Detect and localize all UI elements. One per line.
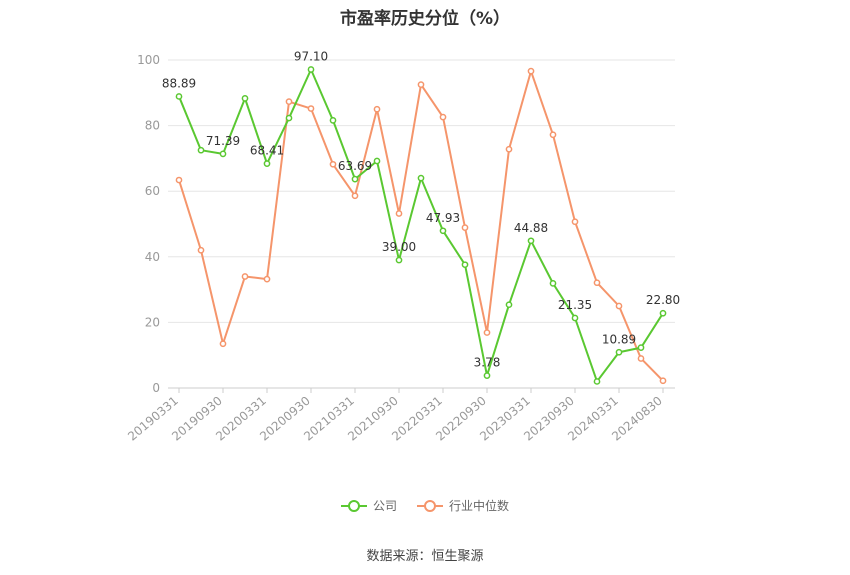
company-data-point <box>549 280 557 287</box>
y-tick-label: 0 <box>152 381 160 395</box>
industry-median-data-point <box>263 275 271 283</box>
industry-median-data-point <box>637 355 645 362</box>
chart-title: 市盈率历史分位（%） <box>339 9 511 29</box>
company-data-label: 21.35 <box>558 298 592 312</box>
industry-median-data-point <box>219 340 227 348</box>
company-data-point <box>285 114 293 122</box>
company-data-label: 39.00 <box>382 240 416 254</box>
y-tick-label: 100 <box>137 53 160 67</box>
company-data-point <box>329 117 337 124</box>
industry-median-data-point <box>659 377 667 385</box>
company-data-point <box>417 174 425 182</box>
chart-legend: 公司 行业中位数 <box>0 497 850 514</box>
company-data-point <box>505 301 513 309</box>
industry-median-data-point <box>527 67 535 75</box>
industry-median-data-point <box>197 246 205 254</box>
legend-company-swatch <box>340 499 367 513</box>
y-tick-label: 80 <box>145 119 160 133</box>
company-data-point <box>307 66 315 73</box>
company-data-label: 63.69 <box>338 159 372 173</box>
industry-median-data-point <box>593 279 601 287</box>
company-data-point <box>241 95 249 102</box>
industry-median-data-point <box>329 160 337 168</box>
company-data-label: 71.39 <box>206 134 240 148</box>
y-tick-label: 40 <box>145 250 160 264</box>
industry-median-data-point <box>395 210 403 217</box>
company-data-point <box>263 160 271 167</box>
industry-median-data-point <box>439 113 447 121</box>
industry-median-data-point <box>417 81 425 88</box>
industry-median-data-point <box>505 145 513 153</box>
legend-industry-swatch <box>417 499 443 513</box>
industry-median-data-point <box>483 329 491 336</box>
company-data-point <box>175 93 183 100</box>
company-data-point <box>351 175 359 183</box>
company-data-point <box>373 157 381 165</box>
company-data-point <box>527 237 535 245</box>
company-data-point <box>219 150 227 158</box>
y-tick-label: 20 <box>145 315 160 329</box>
industry-median-data-point <box>571 218 579 226</box>
company-data-label: 22.80 <box>646 293 680 307</box>
industry-median-data-point <box>241 273 249 280</box>
industry-median-data-point <box>373 105 381 113</box>
company-series-line <box>178 68 664 383</box>
company-data-label: 68.41 <box>250 144 284 158</box>
legend-company-label: 公司 <box>372 499 397 513</box>
company-data-label: 3.78 <box>474 356 501 370</box>
legend-industry-label: 行业中位数 <box>449 499 510 513</box>
company-data-point <box>615 348 623 356</box>
company-data-label: 44.88 <box>514 221 548 235</box>
company-data-point <box>197 146 205 154</box>
company-data-label: 97.10 <box>294 50 328 64</box>
company-data-point <box>461 261 469 269</box>
company-data-label: 10.89 <box>602 332 636 346</box>
legend-item-company[interactable]: 公司 <box>340 497 397 514</box>
industry-median-data-point <box>307 105 315 112</box>
company-data-label: 88.89 <box>162 76 196 90</box>
company-data-point <box>483 372 491 379</box>
company-data-point <box>593 378 601 385</box>
industry-median-data-point <box>549 131 557 139</box>
y-tick-label: 60 <box>145 184 160 198</box>
company-data-label: 47.93 <box>426 211 460 225</box>
data-source-note: 数据来源：恒生聚源 <box>366 549 484 564</box>
company-data-point <box>659 309 667 317</box>
industry-median-data-point <box>175 176 183 184</box>
company-data-point <box>637 344 645 352</box>
industry-median-data-point <box>285 98 293 106</box>
industry-median-data-point <box>615 302 623 310</box>
company-data-point <box>571 314 579 322</box>
legend-item-industry-median[interactable]: 行业中位数 <box>417 497 509 514</box>
industry-median-data-point <box>351 192 359 200</box>
industry-median-data-point <box>461 224 469 231</box>
company-data-point <box>439 227 447 235</box>
company-data-point <box>395 256 403 264</box>
